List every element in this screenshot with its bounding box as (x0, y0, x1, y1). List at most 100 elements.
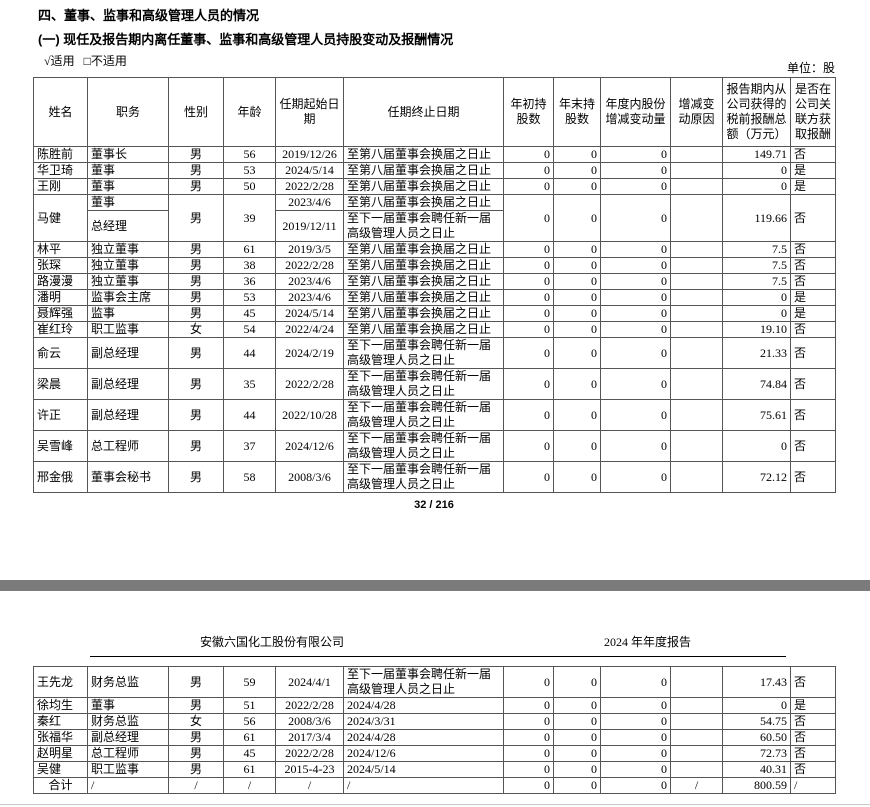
table-row: 梁晨 副总经理男 35 2022/2/28 至下一届董事会聘任新一届高级管理人员之日止 0… (33, 368, 836, 400)
header-row: 姓名 职务 性别 年龄 任期起始日期 任期终止日期 年初持股数 年末持股数 年度内股份增减变动量… (33, 77, 836, 147)
cell-change-reason (670, 761, 723, 778)
cell-age: 59 (223, 666, 276, 698)
cell-shares-begin: 0 (503, 337, 554, 369)
cell-age: 58 (223, 461, 276, 493)
cell-pretax-pay: 72.73 (722, 745, 791, 762)
cell-start-date: 2024/12/6 (275, 430, 344, 462)
cell-start-date: 2022/4/24 (275, 321, 344, 338)
cell-shares-end: 0 (553, 273, 601, 290)
cell-name: 潘明 (33, 289, 88, 306)
cell-age: 44 (223, 399, 276, 431)
cell-end-date: 至第八届董事会换届之日止 (343, 273, 504, 290)
cell-shares-end: 0 (553, 321, 601, 338)
cell-pretax-pay: 0 (722, 289, 791, 306)
cell-gender: 男 (168, 289, 224, 306)
cell-age: 44 (223, 337, 276, 369)
cell-gender: 男 (168, 697, 224, 714)
cell-gender: 男 (168, 162, 224, 179)
cell-share-change: 0 (600, 273, 671, 290)
header-name: 姓名 (33, 77, 88, 147)
cell-age: 56 (223, 713, 276, 730)
cell-share-change: 0 (600, 178, 671, 195)
table-row: 徐均生 董事男 51 2022/2/28 2024/4/28 0 0 0 0 是 (33, 697, 836, 714)
table-row: 秦红 财务总监女 56 2008/3/6 2024/3/31 0 0 0 54.75 否 (33, 713, 836, 730)
cell-age: 53 (223, 162, 276, 179)
cell-shares-end: 0 (553, 241, 601, 258)
cell-shares-begin: 0 (503, 777, 554, 794)
bottom-crop-line (0, 804, 870, 805)
cell-name: 路漫漫 (33, 273, 88, 290)
cell-age: 39 (223, 194, 276, 242)
cell-shares-end: 0 (553, 194, 601, 242)
table-row: 吴健 职工监事男 61 2015-4-23 2024/5/14 0 0 0 40.31 否 (33, 761, 836, 778)
cell-change-reason (670, 337, 723, 369)
header-pay: 报告期内从公司获得的税前报酬总额（万元） (722, 77, 791, 147)
cell-end-date: 至第八届董事会换届之日止 (343, 289, 504, 306)
cell-pretax-pay: 40.31 (722, 761, 791, 778)
cell-share-change: 0 (600, 697, 671, 714)
cell-end-date: 2024/5/14 (343, 761, 504, 778)
page-number: 32 / 216 (414, 499, 454, 511)
table-row: 王先龙 财务总监男 59 2024/4/1 至下一届董事会聘任新一届高级管理人员之日止 0… (33, 666, 836, 698)
page-break-separator (0, 580, 870, 591)
cell-change-reason (670, 241, 723, 258)
cell-gender: 男 (168, 461, 224, 493)
cell-position: 总工程师 (87, 745, 169, 762)
cell-start-date: 2022/2/28 (275, 745, 344, 762)
cell-start-date: 2024/4/1 (275, 666, 344, 698)
cell-share-change: 0 (600, 337, 671, 369)
cell-change-reason (670, 289, 723, 306)
cell-name: 聂辉强 (33, 305, 88, 322)
cell-gender: 女 (168, 321, 224, 338)
table-row: 吴雪峰 总工程师男 37 2024/12/6 至下一届董事会聘任新一届高级管理人员之日止… (33, 430, 836, 462)
cell-end-date: 至第八届董事会换届之日止 (343, 146, 504, 163)
cell-pretax-pay: 149.71 (722, 146, 791, 163)
table-row: 崔红玲 职工监事女 54 2022/4/24 至第八届董事会换届之日止 0 0 0 19.10 否 (33, 321, 836, 338)
cell-gender: 男 (168, 745, 224, 762)
cell-start-date: 2023/4/6 (275, 289, 344, 306)
management-table-page2: 王先龙 财务总监男 59 2024/4/1 至下一届董事会聘任新一届高级管理人员之日止 0… (33, 666, 836, 794)
page2-running-header: 安徽六国化工股份有限公司 2024 年年度报告 (90, 633, 786, 657)
table-row: 邢金俄 董事会秘书男 58 2008/3/6 至下一届董事会聘任新一届高级管理人员之日止… (33, 461, 836, 493)
cell-name: 许正 (33, 399, 88, 431)
cell-shares-end: 0 (553, 697, 601, 714)
header-shares_end: 年末持股数 (553, 77, 601, 147)
cell-pretax-pay: 21.33 (722, 337, 791, 369)
cell-start-date: 2024/5/14 (275, 305, 344, 322)
cell-end-date: 2024/4/28 (343, 697, 504, 714)
cell-position: 独立董事 (87, 241, 169, 258)
cell-related-party-pay: 否 (790, 321, 836, 338)
cell-change-reason (670, 305, 723, 322)
cell-gender: 男 (168, 666, 224, 698)
report-title: 2024 年年度报告 (603, 635, 691, 649)
cell-related-party-pay: 是 (790, 162, 836, 179)
cell-gender: 男 (168, 337, 224, 369)
table-row: 总经理 2019/12/11 至下一届董事会聘任新一届高级管理人员之日止 (34, 210, 836, 242)
cell-name: 张福华 (33, 729, 88, 746)
cell-start-date: 2023/4/6 (275, 194, 344, 211)
cell-share-change: 0 (600, 289, 671, 306)
cell-shares-begin: 0 (503, 666, 554, 698)
cell-pretax-pay: 54.75 (722, 713, 791, 730)
cell-related-party-pay: 否 (790, 761, 836, 778)
cell-change-reason: / (670, 777, 723, 794)
cell-gender: 男 (168, 761, 224, 778)
cell-end-date: 至下一届董事会聘任新一届高级管理人员之日止 (343, 210, 504, 242)
cell-related-party-pay: 是 (790, 178, 836, 195)
cell-related-party-pay: 否 (790, 241, 836, 258)
cell-shares-end: 0 (553, 337, 601, 369)
cell-change-reason (670, 729, 723, 746)
cell-position: 独立董事 (87, 273, 169, 290)
cell-end-date: 2024/3/31 (343, 713, 504, 730)
table-row: 路漫漫 独立董事男 36 2023/4/6 至第八届董事会换届之日止 0 0 0 7.5 否 (33, 273, 836, 290)
cell-change-reason (670, 745, 723, 762)
cell-start-date: 2017/3/4 (275, 729, 344, 746)
cell-shares-end: 0 (553, 289, 601, 306)
cell-name: 林平 (33, 241, 88, 258)
cell-end-date: 2024/4/28 (343, 729, 504, 746)
cell-pretax-pay: 0 (722, 697, 791, 714)
cell-shares-begin: 0 (503, 368, 554, 400)
cell-related-party-pay: 否 (790, 368, 836, 400)
cell-share-change: 0 (600, 146, 671, 163)
header-position: 职务 (87, 77, 169, 147)
